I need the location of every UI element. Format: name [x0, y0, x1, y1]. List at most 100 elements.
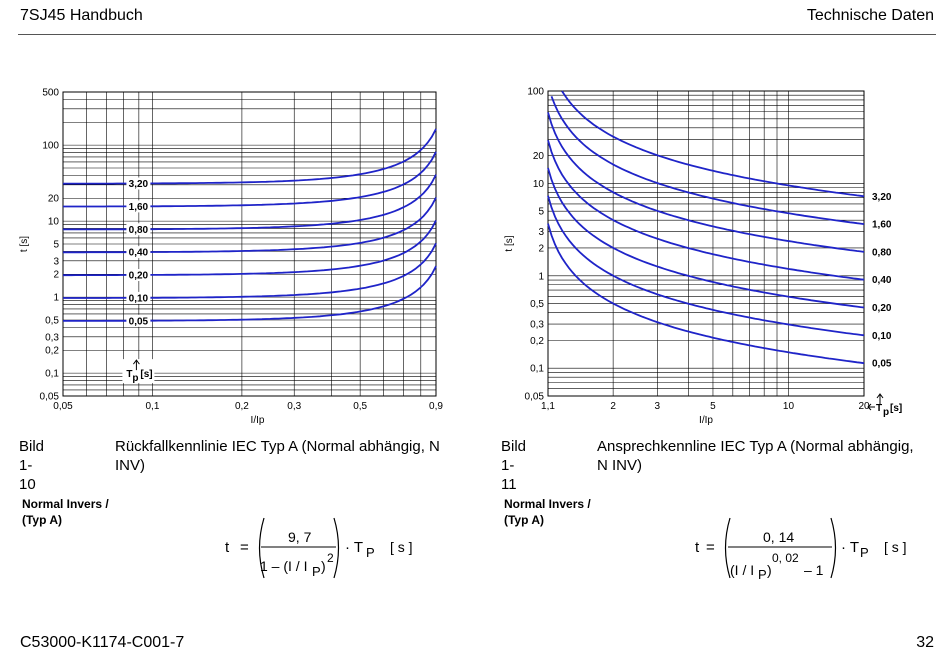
param-unit: [s]	[140, 369, 152, 380]
footer-doc-number: C53000-K1174-C001-7	[20, 634, 185, 651]
y-tick-label: 0,05	[40, 392, 60, 403]
curve-label-bg	[126, 177, 151, 190]
curve-label: 0,80	[872, 247, 892, 258]
x-tick-label: 1,1	[541, 401, 555, 412]
x-tick-label: 10	[783, 401, 795, 412]
param-label: T	[126, 369, 132, 380]
formula-denominator-sub: P	[758, 567, 767, 582]
x-tick-label: 0,05	[53, 401, 73, 412]
formula-times-tp: · T	[841, 539, 859, 556]
curve-line	[63, 174, 437, 231]
formula-denominator-sub: P	[312, 564, 321, 579]
param-unit: [s]	[890, 403, 902, 414]
curve-label: 0,10	[129, 293, 149, 304]
y-axis-label: t [s]	[504, 235, 515, 251]
curve-type-label-1: Normal Invers / (Typ A)	[22, 496, 109, 528]
y-tick-label: 5	[538, 207, 544, 218]
y-tick-label: 0,3	[530, 320, 544, 331]
formula-denominator-close: )	[321, 558, 326, 574]
formula-exponent: 2	[327, 551, 334, 565]
header-rule	[18, 34, 936, 35]
formula-exponent: 0, 02	[772, 551, 799, 565]
y-tick-label: 5	[53, 240, 59, 251]
curve-line	[62, 128, 437, 185]
formula-minus-one: – 1	[804, 562, 824, 578]
curve-label: 1,60	[129, 202, 149, 213]
formula-t: t	[225, 539, 230, 556]
x-tick-label: 0,5	[353, 401, 367, 412]
formula-times-tp: · T	[345, 539, 363, 556]
formula-unit: [ s ]	[884, 539, 907, 555]
curve-label: 0,20	[872, 303, 892, 314]
y-tick-label: 0,5	[45, 316, 59, 327]
curve-label-bg	[126, 200, 151, 213]
header-section: Technische Daten	[806, 7, 934, 24]
x-axis-label: I/Ip	[699, 415, 713, 426]
formula-paren-right	[333, 517, 340, 579]
formula-denominator: 1 – (I / I	[260, 558, 307, 574]
figure-text-1: Rückfallkennlinie IEC Typ A (Normal abhä…	[115, 438, 440, 474]
figure-number-2: Bild 1-11	[501, 438, 527, 493]
param-left-arrowhead-icon	[867, 403, 872, 411]
curve-type-line1: Normal Invers /	[504, 497, 591, 511]
chart-dropout-characteristic: 0,05 0,1 0,2 0,3 0,5 0,9 500 100 20 10 5 3 2 1 0,5 0,3 0…	[19, 88, 443, 427]
curve-label: 3,20	[129, 179, 149, 190]
y-tick-label: 0,1	[45, 369, 59, 380]
curve-label-bg	[126, 291, 151, 304]
curve-line	[547, 167, 865, 309]
curve-label: 1,60	[872, 220, 892, 231]
curve-type-line2: (Typ A)	[22, 513, 62, 527]
curve-label: 0,40	[129, 248, 149, 259]
y-tick-label: 3	[53, 256, 59, 267]
y-tick-label: 2	[53, 270, 59, 281]
curve-line	[63, 242, 437, 299]
curve-type-line2: (Typ A)	[504, 513, 544, 527]
curve-line	[547, 112, 865, 253]
curve-line	[550, 95, 865, 225]
curve-line	[547, 223, 865, 365]
formula-tp-sub: P	[366, 545, 375, 560]
curve-type-line1: Normal Invers /	[22, 497, 109, 511]
param-up-arrowhead-icon	[876, 393, 884, 399]
y-tick-label: 2	[538, 243, 544, 254]
y-tick-label: 10	[533, 179, 545, 190]
curve-line	[63, 197, 437, 254]
header-title: 7SJ45 Handbuch	[20, 7, 143, 24]
curve-line	[63, 219, 437, 277]
y-tick-label: 20	[533, 151, 545, 162]
formula-paren-right	[830, 517, 837, 579]
y-tick-label: 1	[538, 271, 544, 282]
formula-numerator: 9, 7	[288, 529, 312, 545]
formula-t: t	[695, 539, 700, 556]
figure-text-2: Ansprechkennline IEC Typ A (Normal abhän…	[597, 438, 914, 474]
formula-eq: =	[240, 539, 249, 556]
formula-eq: =	[706, 539, 715, 556]
curve-line	[63, 265, 437, 322]
param-label-sub: p	[132, 373, 138, 384]
y-tick-label: 0,5	[530, 299, 544, 310]
chart-pickup-characteristic: 1,1 2 3 5 10 20 100 20 10 5 3 2 1 0,5 0,3 0,2 0,1 0,05 I/I…	[504, 87, 902, 427]
y-tick-label: 0,05	[525, 392, 545, 403]
y-tick-label: 10	[48, 217, 60, 228]
curve-line	[547, 195, 865, 337]
formula-dropout: t = 9, 7 1 – (I / I P ) 2 · T P [ s ]	[225, 517, 413, 579]
curve-line	[547, 139, 865, 281]
y-tick-label: 3	[538, 227, 544, 238]
formula-denominator-close: )	[767, 562, 772, 578]
curve-type-label-2: Normal Invers / (Typ A)	[504, 496, 591, 528]
curve-label: 3,20	[872, 192, 892, 203]
curve-label-bg	[126, 269, 151, 282]
x-tick-label: 5	[710, 401, 716, 412]
curve-label: 0,05	[872, 359, 892, 370]
y-tick-label: 0,2	[530, 336, 544, 347]
plot-frame	[547, 90, 865, 397]
curve-label: 0,05	[129, 316, 149, 327]
x-tick-label: 0,2	[235, 401, 249, 412]
x-tick-label: 0,3	[287, 401, 301, 412]
curve-label-bg	[126, 246, 151, 259]
formula-denominator: (I / I	[730, 562, 754, 578]
y-tick-label: 20	[48, 194, 60, 205]
curve-label: 0,20	[129, 271, 149, 282]
formula-paren-left	[724, 517, 731, 579]
x-tick-label: 2	[610, 401, 616, 412]
